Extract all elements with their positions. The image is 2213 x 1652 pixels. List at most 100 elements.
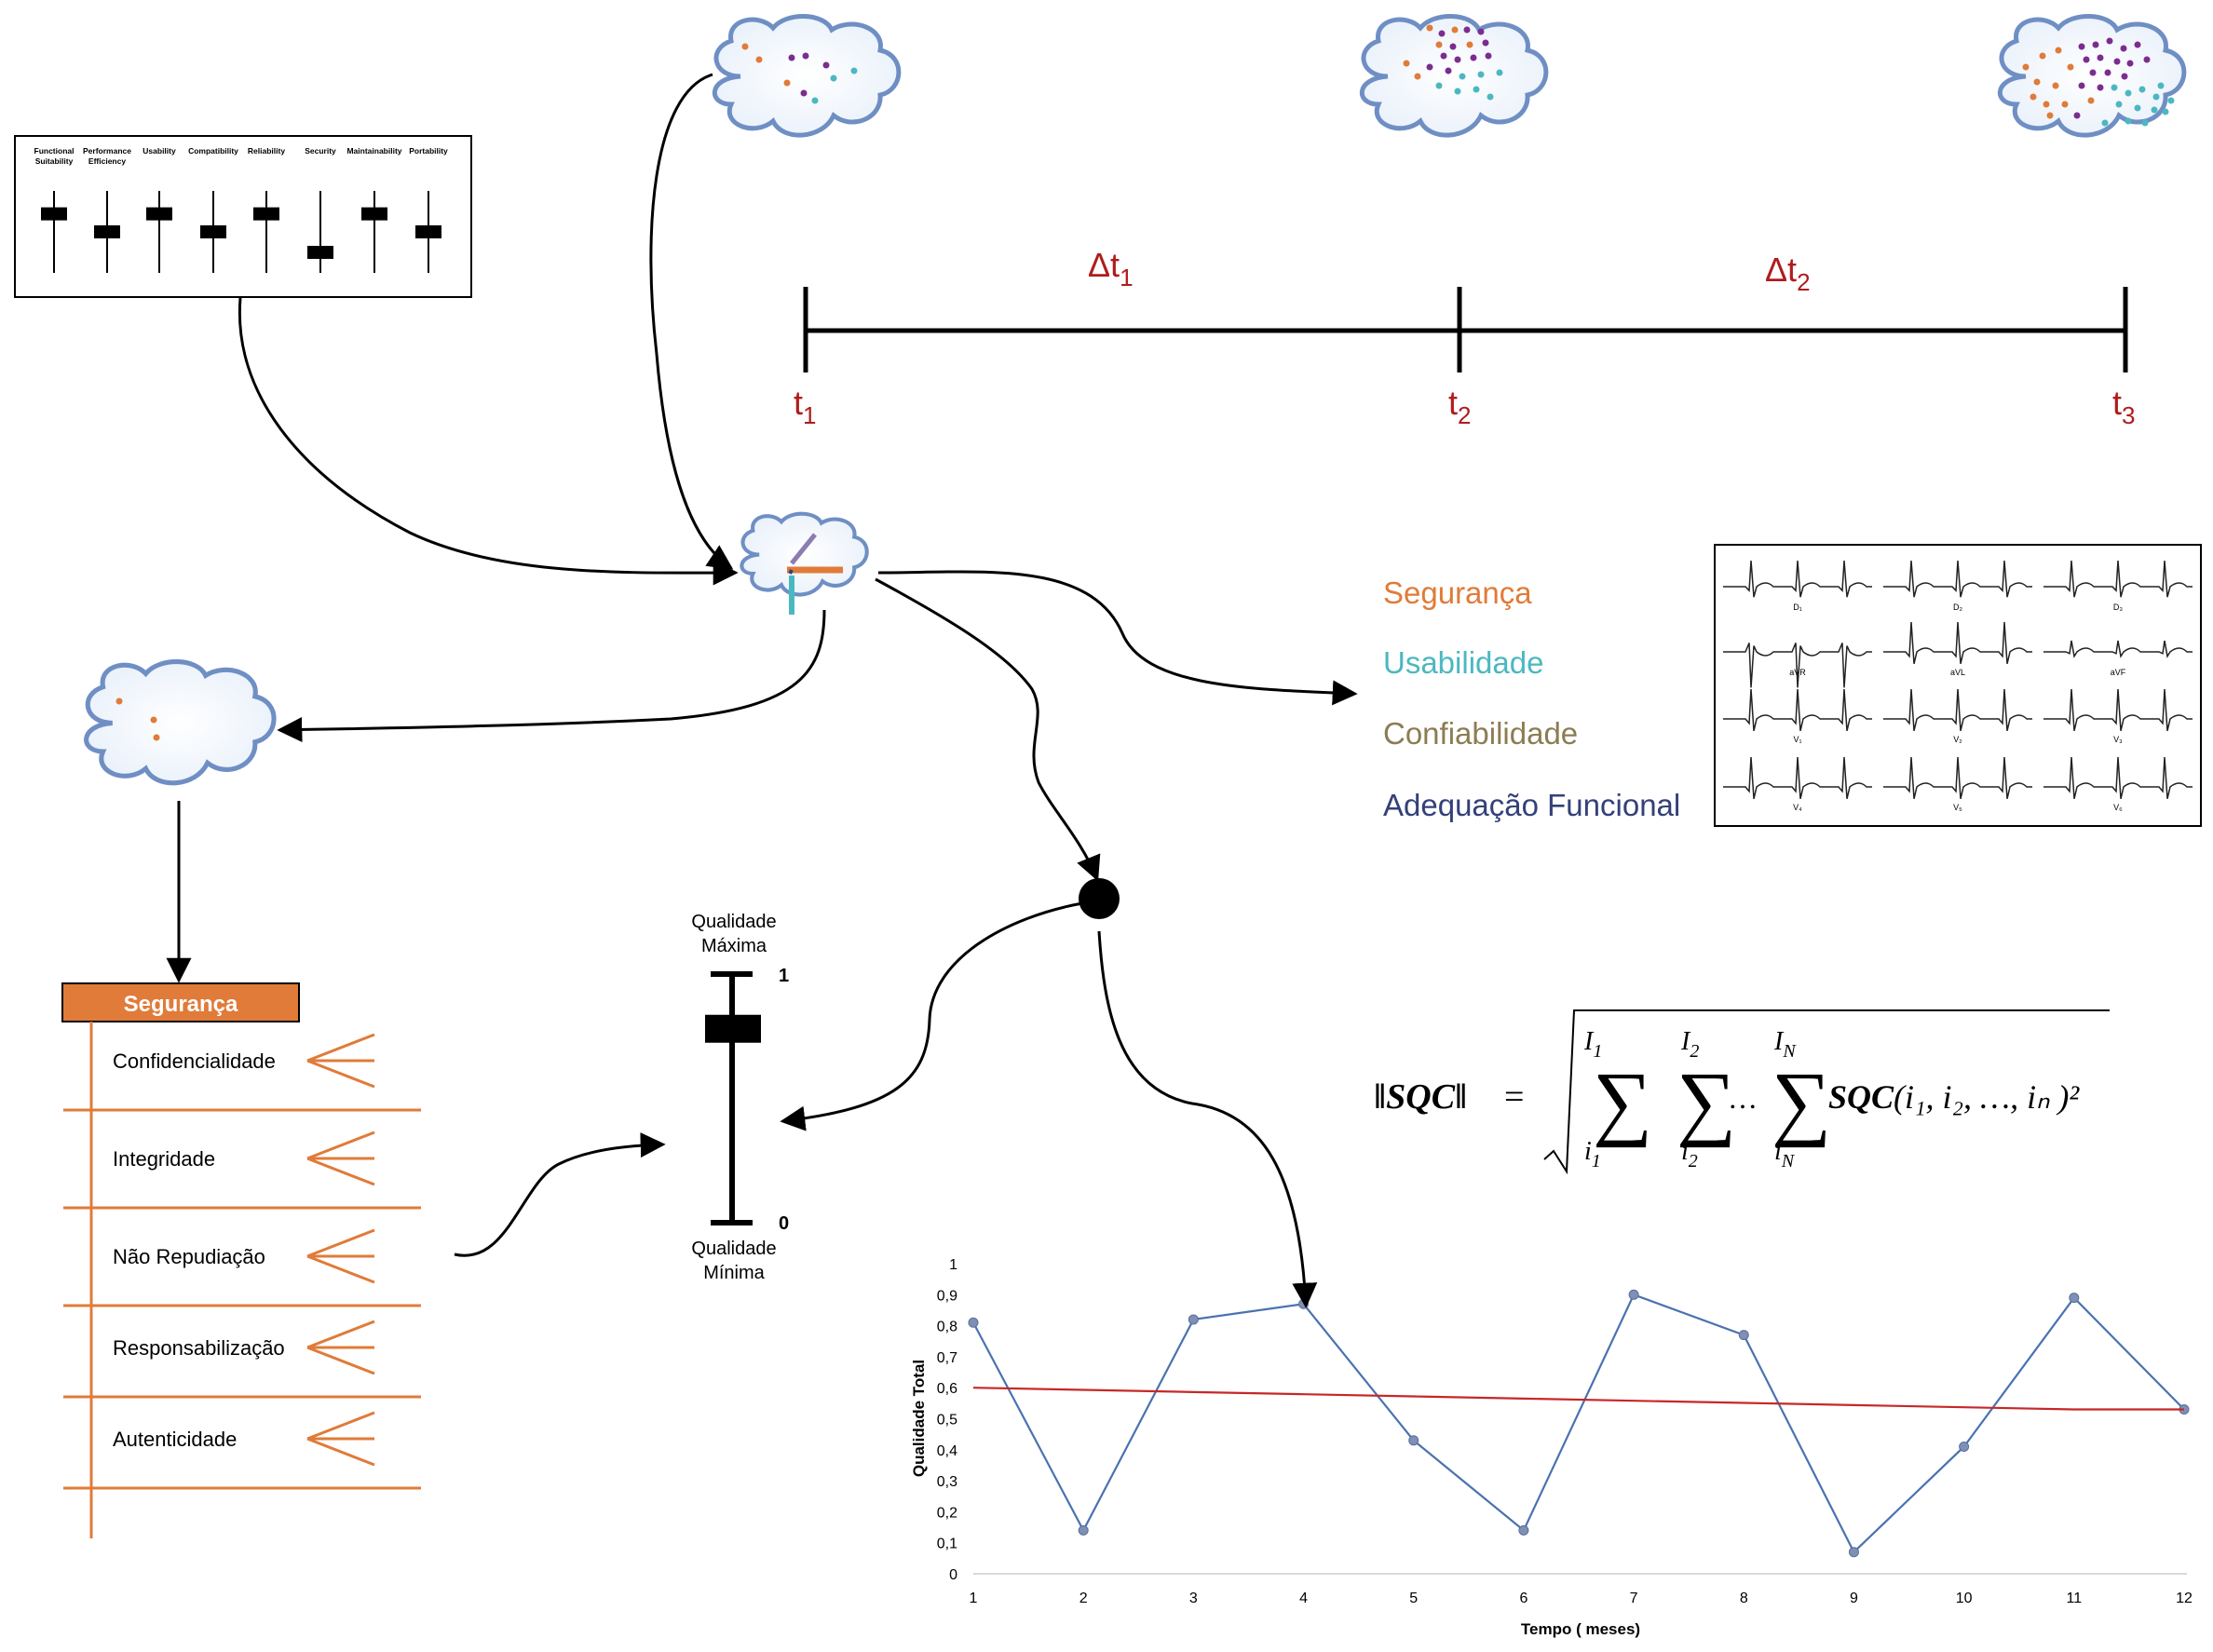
cloud-dot [150,716,157,724]
security-tree: Segurança Confidencialidade Integridade Nã… [61,982,421,1538]
legend-reliability: Confiabilidade [1383,716,1578,751]
slider-label: Portability [409,146,448,156]
cloud-dot [2022,63,2030,71]
fishbone-branch [306,1228,375,1258]
slider-knob [307,246,333,259]
arrow-node-to-scale [780,901,1083,1131]
cloud-dot [811,97,819,104]
ecg-trace [2043,560,2193,598]
cloud-dot [1454,56,1461,63]
cloud-dot [1487,93,1494,101]
cloud-dot [2073,112,2081,119]
formula-dots: … [1728,1081,1758,1115]
arrow-central-to-security-cloud [277,609,826,743]
cloud-dot [1438,30,1446,37]
ecg-trace [1723,688,1872,731]
data-point [1738,1330,1749,1341]
cloud-shape [84,659,277,786]
chart-y-tick-label: 0,3 [937,1474,957,1490]
slider-knob [415,225,441,238]
series-line-trend [972,1387,2184,1411]
chart-x-tick-label: 4 [1299,1591,1308,1606]
cloud-shape [1360,14,1549,138]
cloud-dot [788,54,795,61]
fishbone-branch [306,1411,375,1441]
arrow-node-to-chart [1097,930,1318,1308]
data-point [1188,1314,1199,1325]
ecg-lead-label: V₅ [1953,803,1962,812]
cloud-dot [2121,73,2128,80]
legend-usability: Usabilidade [1383,645,1543,680]
cloud-dot [2046,112,2054,119]
chart-y-tick-label: 0,4 [937,1443,957,1459]
chart-x-tick-label: 5 [1409,1591,1418,1606]
arrow-tree-to-scale [454,1132,666,1257]
cloud-dot [2033,78,2041,86]
ecg-trace [1883,560,2032,598]
timeline: t1 t2 t3 Δt1 Δt2 [794,246,2135,429]
formula-sum-1: ∑ I1 i1 [1583,1027,1652,1171]
fishbone-branch [306,1346,375,1375]
cloud-dot [2151,106,2158,114]
slider-knob [361,207,387,221]
ecg-lead-label: aVF [2111,668,2126,677]
chart-y-tick-label: 0,5 [937,1413,957,1429]
ecg-traces: D₁ D₂ D₃ aVR aVL aVF V₁ V₂ V₃ V₄ V₅ V₆ [1723,560,2193,812]
cloud-dot [830,74,837,82]
chart-series [968,1289,2190,1558]
cloud-dot [802,52,809,60]
fishbone-branch [306,1437,375,1467]
ecg-trace [2043,688,2193,731]
timeline-interval-label-2: Δt2 [1765,251,1811,296]
cloud-dot [1470,54,1477,61]
slider-knob [41,207,67,221]
formula: ‖SQC‖ = ∑ I1 i1 ∑ I2 i2 … ∑ IN iN SQC(i₁… [1374,1009,2110,1175]
cloud-dot [850,67,858,74]
chart-x-tick-label: 7 [1630,1591,1638,1606]
data-point [1628,1289,1639,1300]
cloud-dot [153,734,160,741]
security-tree-header [61,982,300,1022]
security-subcharacteristic: Não Repudiação [113,1245,265,1268]
cloud-dot [2083,56,2090,63]
quality-min-value: 0 [779,1213,789,1234]
cloud-shape [740,511,869,597]
slider-label: Functional Suitability [34,146,75,166]
cloud-dot [1459,73,1466,80]
chart-x-tick-label: 8 [1740,1591,1748,1606]
cloud-dot [1451,26,1459,34]
arrow-central-to-node [875,577,1101,882]
cloud-dot [2078,43,2085,50]
ecg-trace [2043,640,2193,658]
arrow-cloud-t1-to-central [649,73,734,570]
security-subcharacteristic: Responsabilização [113,1336,285,1360]
sliders-panel: Functional Suitability Performance Efficien… [14,135,472,298]
cloud-central [740,511,869,597]
chart-y-tick-label: 0 [949,1567,957,1583]
slider-group: Functional Suitability Performance Efficien… [34,146,448,273]
cloud-dot [115,697,123,705]
ecg-lead-label: D₂ [1953,603,1962,612]
cloud-dot [2106,37,2113,45]
cloud-dot [2055,47,2062,54]
chart-y-tick-label: 0,8 [937,1320,957,1335]
cloud-dot [2067,63,2074,71]
formula-sqrt [1543,1009,2110,1175]
slider-label: Compatibility [188,146,238,156]
sum-sign: ∑ [1772,1056,1831,1148]
slider-knob [253,207,279,221]
ecg-trace [1723,560,1872,598]
security-tree-items: Confidencialidade Integridade Não Repudiaç… [63,1033,421,1490]
cloud-dot [2104,69,2111,76]
ecg-lead-label: D₁ [1793,603,1802,612]
formula-sum-2: ∑ I2 i2 [1677,1027,1736,1171]
cloud-dot [1435,41,1443,48]
chart-x-tick-label: 3 [1189,1591,1198,1606]
ecg-lead-label: aVR [1789,668,1806,677]
ecg-lead-label: V₃ [2113,735,2123,744]
ecg-lead-label: V₆ [2113,803,2123,812]
cloud-dot [2134,104,2141,112]
arrow-sliders-to-central [238,297,739,586]
cloud-dot [2052,82,2059,89]
cloud-dot [741,43,749,50]
